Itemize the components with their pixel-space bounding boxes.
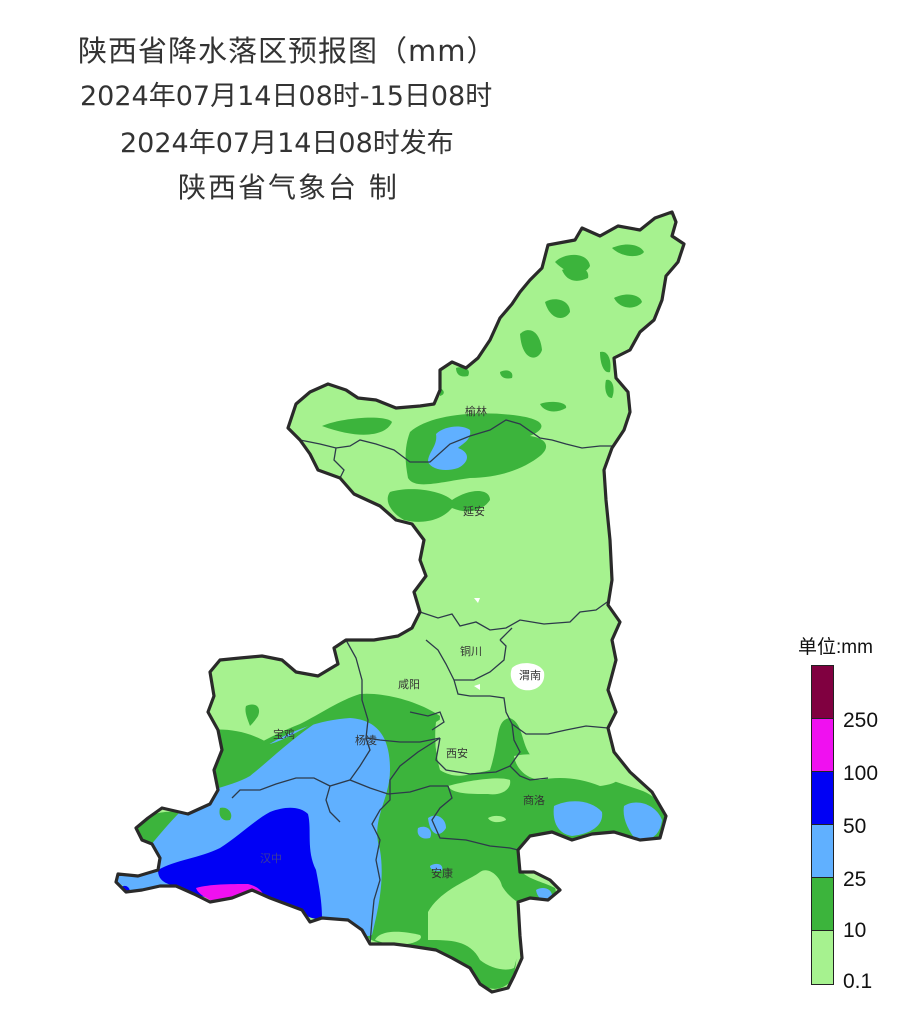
city-label-ankang: 安康 bbox=[431, 866, 453, 880]
city-boundaries bbox=[231, 419, 612, 945]
legend-tick-25: 25 bbox=[843, 868, 867, 891]
legend-tick-10: 10 bbox=[843, 919, 867, 942]
legend-tick-50: 50 bbox=[843, 815, 867, 838]
legend-swatch-0.1-10 bbox=[812, 931, 833, 984]
city-label-weinan: 渭南 bbox=[519, 669, 541, 682]
no-rain-weinan bbox=[510, 663, 545, 691]
legend-swatch-100-250 bbox=[812, 719, 833, 772]
legend-colorbar bbox=[811, 665, 834, 985]
city-label-hanzhong: 汉中 bbox=[260, 852, 282, 865]
legend-title: 单位:mm bbox=[798, 637, 873, 658]
legend-tick-0.1: 0.1 bbox=[843, 970, 873, 993]
legend-tick-100: 100 bbox=[843, 762, 879, 785]
forecast-period: 2024年07月14日08时-15日08时 bbox=[80, 81, 493, 112]
city-label-yanan: 延安 bbox=[463, 504, 485, 518]
precip-10-25-north bbox=[322, 244, 644, 436]
precip-25-50-yulin bbox=[428, 426, 471, 470]
precip-0.1-10-south bbox=[375, 716, 619, 970]
legend-swatch-50-100 bbox=[812, 772, 833, 825]
map-title: 陕西省降水落区预报图（mm） bbox=[78, 34, 497, 68]
legend-tick-250: 250 bbox=[843, 709, 879, 732]
issue-time: 2024年07月14日08时发布 bbox=[120, 128, 454, 159]
city-label-yulin: 榆林 bbox=[465, 404, 487, 418]
city-label-xianyang: 咸阳 bbox=[398, 678, 420, 691]
city-label-shangluo: 商洛 bbox=[523, 793, 545, 807]
precip-legend: 单位:mm 250 100 50 25 10 0.1 bbox=[798, 630, 898, 1010]
legend-swatch-250plus bbox=[812, 666, 833, 719]
city-label-xian: 西安 bbox=[446, 746, 468, 760]
issuer: 陕西省气象台 制 bbox=[178, 171, 399, 204]
city-labels: 榆林 延安 铜川 渭南 咸阳 宝鸡 杨凌 西安 商洛 汉中 安康 bbox=[260, 404, 545, 880]
precip-100-250 bbox=[196, 884, 264, 902]
city-label-yangling: 杨凌 bbox=[355, 733, 377, 747]
legend-swatch-10-25 bbox=[812, 878, 833, 931]
city-label-baoji: 宝鸡 bbox=[273, 727, 295, 741]
city-label-tongchuan: 铜川 bbox=[460, 644, 482, 658]
legend-swatch-25-50 bbox=[812, 825, 833, 878]
precip-areas bbox=[116, 244, 666, 989]
